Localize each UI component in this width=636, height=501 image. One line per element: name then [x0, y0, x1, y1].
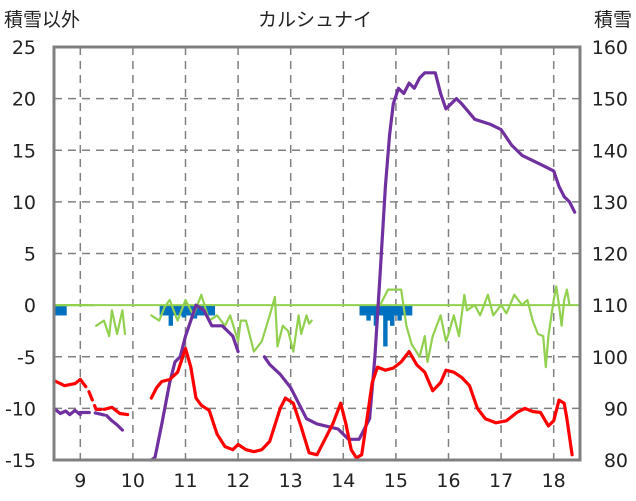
data-bar: [206, 305, 212, 316]
data-bar: [62, 305, 67, 316]
data-bar: [386, 305, 392, 321]
x-tick-label: 15: [384, 470, 408, 492]
plot-frame: [52, 45, 582, 462]
y-left-tick-label: 10: [12, 192, 36, 214]
y-left-tick-label: 0: [24, 295, 36, 317]
y-right-tick-label: 150: [592, 89, 628, 111]
series-line-snow: [104, 414, 125, 432]
series-line-snow: [52, 406, 82, 417]
line-series: [52, 71, 580, 462]
grid-lines: [54, 47, 580, 460]
y-left-tick-label: 20: [12, 89, 36, 111]
y-right-tick-label: 120: [592, 244, 628, 266]
data-bar: [159, 305, 165, 316]
data-bar: [175, 305, 180, 316]
x-tick-label: 11: [173, 470, 197, 492]
data-bar: [210, 305, 216, 316]
y-right-tick-label: 130: [592, 192, 628, 214]
y-axis-label-left: 積雪以外: [4, 9, 80, 31]
data-bar: [383, 305, 388, 347]
y-left-tick-label: 5: [24, 244, 36, 266]
data-bar: [407, 305, 413, 316]
data-bar: [58, 305, 64, 316]
series-line-green: [379, 285, 571, 369]
data-bar: [404, 305, 409, 316]
series-line-snow: [262, 71, 577, 441]
series-line-green: [94, 309, 127, 338]
x-tick-label: 14: [331, 470, 355, 492]
x-tick-label: 10: [121, 470, 145, 492]
chart-title: カルシュナイ: [258, 9, 372, 31]
y-left-tick-label: 15: [12, 140, 36, 162]
data-bar: [390, 305, 395, 326]
data-bar: [366, 305, 371, 321]
data-bar: [55, 305, 60, 316]
y-right-tick-label: 80: [604, 450, 628, 472]
data-bar: [181, 305, 187, 318]
data-bar: [359, 305, 364, 316]
tick-labels: 25 160 20 150 15 140 10 130 5 120 0 110 -5 100 -10 90 -1…: [5, 37, 628, 492]
x-tick-label: 18: [542, 470, 566, 492]
data-bar: [196, 305, 201, 316]
y-right-tick-label: 140: [592, 140, 628, 162]
data-bar: [184, 305, 190, 316]
y-right-tick-label: 90: [604, 398, 628, 420]
x-tick-label: 9: [74, 470, 86, 492]
y-axis-label-right: 積雪: [594, 9, 632, 31]
y-left-tick-label: 25: [12, 37, 36, 59]
data-bar: [363, 305, 368, 316]
bar-series: [55, 305, 413, 347]
data-bar: [370, 305, 375, 316]
y-left-tick-label: -15: [5, 450, 36, 472]
y-left-tick-label: -10: [5, 398, 36, 420]
data-bar: [400, 305, 405, 316]
data-bar: [163, 305, 168, 316]
x-tick-label: 16: [436, 470, 460, 492]
series-line-temp: [149, 346, 574, 460]
series-line-temp: [52, 377, 82, 388]
y-right-tick-label: 160: [592, 37, 628, 59]
data-bar: [380, 305, 385, 316]
y-left-tick-label: -5: [17, 347, 36, 369]
series-line-green: [150, 293, 313, 353]
series-line-snow: [149, 303, 240, 462]
x-tick-label: 13: [279, 470, 303, 492]
data-bar: [397, 305, 402, 321]
data-bar: [393, 305, 399, 316]
y-right-tick-label: 110: [592, 295, 628, 317]
series-line-temp: [78, 377, 106, 411]
y-right-tick-label: 100: [592, 347, 628, 369]
series-line-temp: [102, 405, 130, 417]
x-tick-label: 17: [489, 470, 513, 492]
x-tick-label: 12: [226, 470, 250, 492]
data-bar: [168, 305, 173, 326]
series-line-snow: [78, 410, 109, 418]
